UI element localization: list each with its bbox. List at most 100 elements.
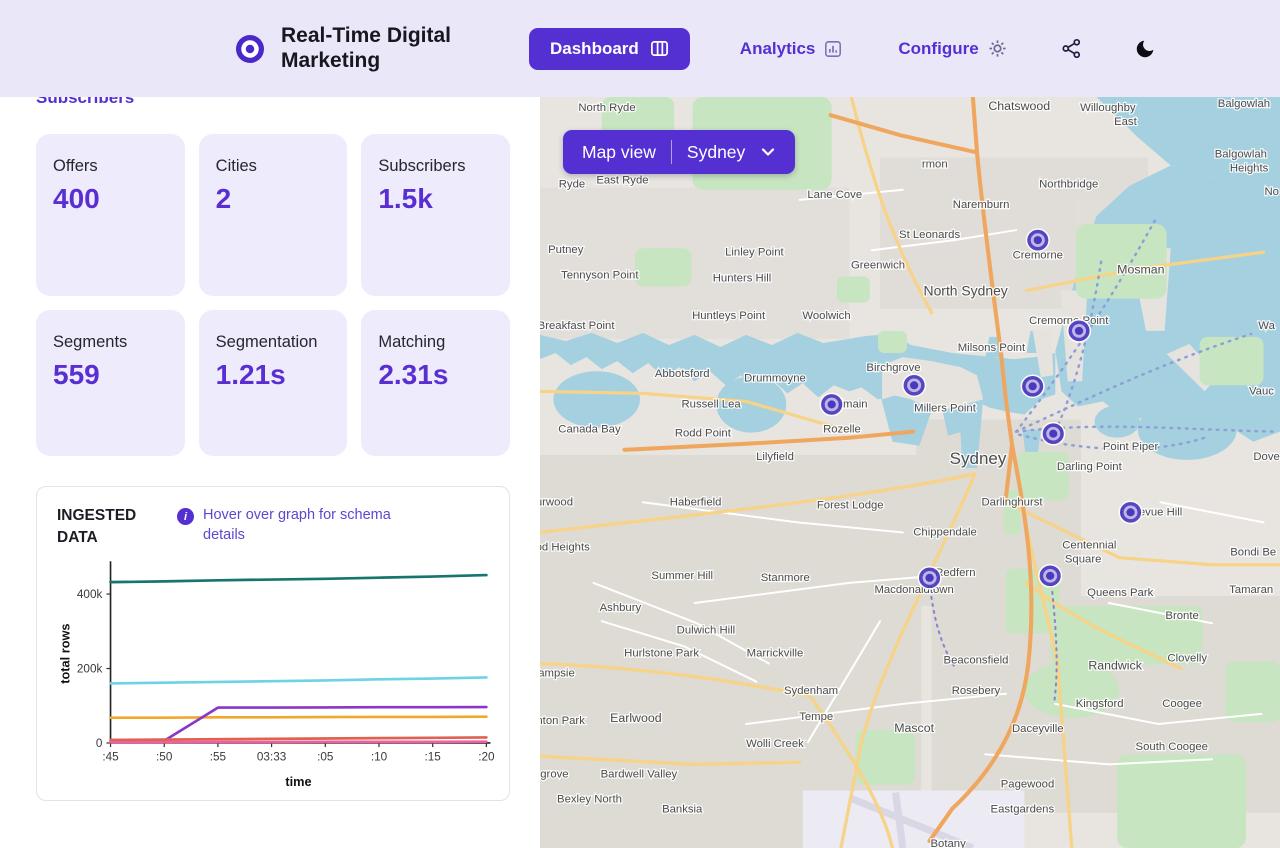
- stat-label: Matching: [378, 333, 446, 351]
- map-label: No: [1265, 186, 1279, 198]
- map-marker[interactable]: [902, 373, 927, 398]
- map-label: Stanmore: [761, 572, 810, 584]
- map-label: Wa: [1258, 320, 1275, 332]
- map-label: Drummoyne: [744, 372, 806, 384]
- nav-configure-button[interactable]: Configure: [892, 38, 1012, 60]
- map-label: Chatswood: [988, 99, 1050, 113]
- map-city-value: Sydney: [686, 141, 746, 162]
- map-label: Kingsford: [1076, 698, 1124, 710]
- map-label: Lilyfield: [756, 451, 794, 463]
- app-title: Real-Time Digital Marketing: [281, 23, 451, 72]
- map-label: Banksia: [662, 804, 703, 816]
- map[interactable]: North Ryde Chatswood Willoughby East Balgowl…: [540, 97, 1280, 848]
- svg-text:03:33: 03:33: [257, 750, 287, 763]
- stats-grid: Offers 400 Cities 2 Subscribers 1.5k Segments 5…: [36, 134, 510, 456]
- bar-chart-icon: [824, 40, 842, 58]
- divider: [670, 140, 672, 164]
- map-label: Rosebery: [952, 685, 1001, 697]
- chart-line-red[interactable]: [109, 736, 488, 742]
- stat-value: 559: [53, 358, 100, 390]
- chart-line-cyan[interactable]: [109, 676, 488, 685]
- map-label: Coogee: [1162, 698, 1202, 710]
- map-label: Pagewood: [1001, 779, 1055, 791]
- chart-line-pink[interactable]: [109, 740, 488, 744]
- map-label: Macdonaldtown: [874, 584, 953, 596]
- map-label: Darlinghurst: [981, 496, 1043, 508]
- map-label: Haberfield: [670, 496, 722, 508]
- chart-hint: i Hover over graph for schema details: [177, 505, 431, 546]
- map-marker[interactable]: [1041, 421, 1066, 446]
- stat-label: Offers: [53, 157, 98, 175]
- svg-text::50: :50: [156, 750, 173, 763]
- chevron-down-icon: [760, 144, 776, 160]
- map-roads: [540, 97, 1280, 848]
- chart-line-purple[interactable]: [109, 705, 488, 744]
- map-label: Mascot: [894, 721, 934, 735]
- map-label: Heights: [1230, 163, 1269, 175]
- ingested-data-chart[interactable]: 0 200k 400k:45:50:55 03:33:05:10:15:20 time t…: [57, 552, 497, 792]
- map-label: od Heights: [540, 542, 590, 554]
- share-button[interactable]: [1057, 34, 1086, 63]
- chart-line-teal[interactable]: [109, 573, 488, 584]
- map-label: Russell Lea: [681, 399, 741, 411]
- map-label: Bronte: [1165, 610, 1198, 622]
- map-label: Balgowlah: [1218, 98, 1270, 110]
- map-marker[interactable]: [1020, 374, 1045, 399]
- stat-value: 400: [53, 182, 100, 214]
- map-label: Tempe: [799, 711, 833, 723]
- ingested-data-card: INGESTED DATA i Hover over graph for sch…: [36, 486, 510, 801]
- map-marker[interactable]: [1066, 319, 1092, 343]
- map-label: Greenwich: [851, 259, 905, 271]
- map-marker[interactable]: [819, 392, 844, 417]
- map-label: Linley Point: [725, 246, 784, 258]
- map-label: Balgowlah: [1215, 149, 1267, 161]
- svg-text:0: 0: [96, 737, 103, 750]
- app-header: Real-Time Digital Marketing Dashboard An…: [0, 0, 1280, 97]
- map-marker[interactable]: [1038, 563, 1063, 588]
- map-label: Point Piper: [1103, 441, 1159, 453]
- dark-mode-toggle[interactable]: [1130, 34, 1160, 64]
- map-label: Bondi Be: [1230, 547, 1276, 559]
- map-label: East: [1114, 116, 1138, 128]
- map-label: Daceyville: [1012, 723, 1064, 735]
- stat-card-segmentation: Segmentation 1.21s: [198, 310, 348, 456]
- svg-text::05: :05: [317, 750, 334, 763]
- map-label: Eastgardens: [991, 804, 1055, 816]
- map-label: Hurlstone Park: [624, 648, 699, 660]
- brand: Real-Time Digital Marketing: [233, 24, 451, 74]
- map-marker[interactable]: [917, 565, 942, 590]
- stat-value: 1.21s: [215, 358, 286, 390]
- map-label: Dove: [1253, 451, 1279, 463]
- map-label: grove: [540, 769, 568, 781]
- map-label: Botany: [930, 838, 966, 848]
- stat-label: Subscribers: [378, 157, 466, 175]
- stat-label: Segmentation: [215, 333, 318, 351]
- nav-analytics-label: Analytics: [739, 38, 816, 58]
- map-label: North Sydney: [924, 284, 1008, 299]
- map-marker[interactable]: [1025, 228, 1050, 252]
- map-marker[interactable]: [1118, 500, 1143, 525]
- map-label: Summer Hill: [651, 570, 713, 582]
- map-canvas[interactable]: North Ryde Chatswood Willoughby East Balgowl…: [540, 97, 1280, 848]
- map-label: Putney: [548, 244, 584, 256]
- nav-dashboard-button[interactable]: Dashboard: [529, 27, 690, 70]
- map-label: Huntleys Point: [692, 310, 766, 322]
- svg-text:total rows: total rows: [58, 623, 73, 683]
- map-label: Randwick: [1088, 659, 1142, 673]
- map-view-selector[interactable]: Map view Sydney: [563, 130, 796, 174]
- app-logo-icon: [233, 32, 267, 66]
- map-label: Breakfast Point: [540, 320, 615, 332]
- stat-value: 2.31s: [378, 358, 449, 390]
- map-label: ampsie: [540, 668, 575, 680]
- map-label: Clovelly: [1167, 653, 1207, 665]
- chart-line-orange[interactable]: [109, 715, 488, 719]
- map-label: Bexley North: [557, 794, 622, 806]
- stat-card-segments: Segments 559: [36, 310, 185, 456]
- svg-text::55: :55: [210, 750, 227, 763]
- map-label: Centennial: [1062, 540, 1116, 552]
- map-label: Birchgrove: [866, 362, 920, 374]
- map-dynamic-layer: North Ryde Chatswood Willoughby East Balgowl…: [540, 97, 1280, 848]
- nav-analytics-button[interactable]: Analytics: [734, 38, 849, 60]
- main-nav: Dashboard Analytics Configure: [529, 27, 1160, 70]
